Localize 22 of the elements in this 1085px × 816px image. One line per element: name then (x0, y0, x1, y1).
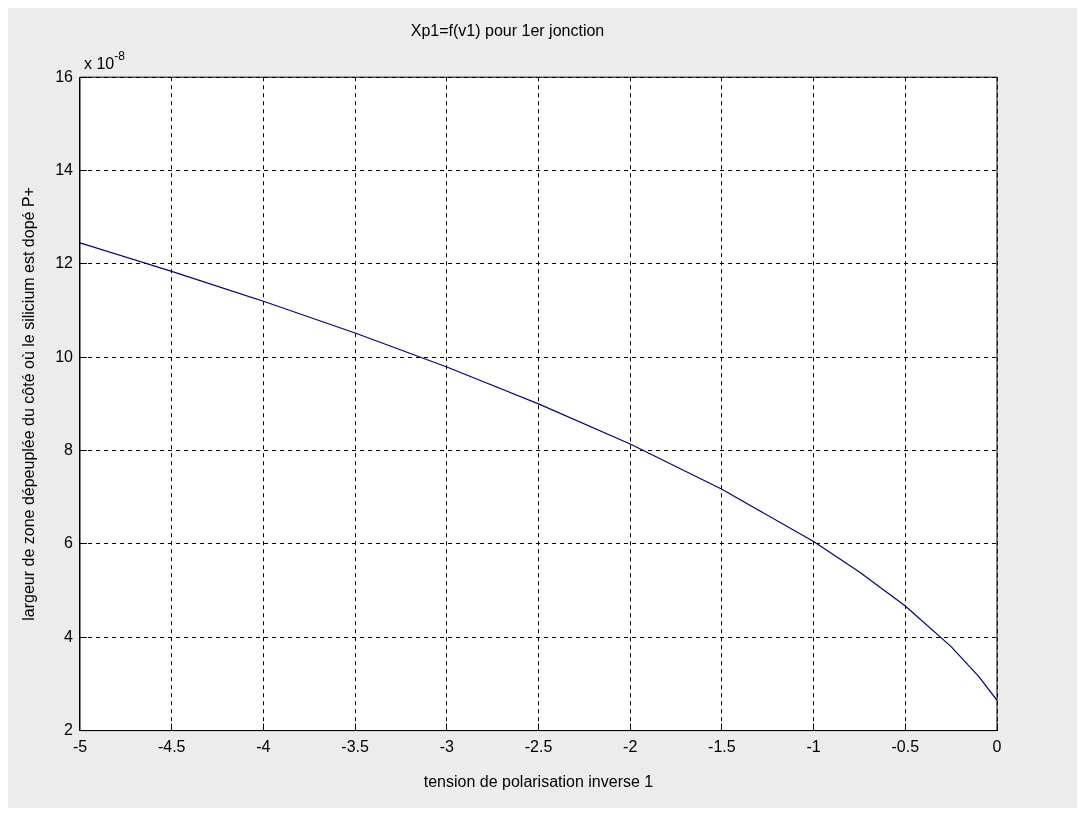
x-tick-label: -1.5 (708, 737, 736, 755)
x-tick-label: -4.5 (157, 737, 186, 755)
y-tick-label: 6 (64, 534, 74, 552)
x-tick-label: -0.5 (891, 737, 920, 755)
x-tick-label: -3 (439, 737, 455, 755)
x-tick-label: -3.5 (341, 737, 369, 755)
y-tick-label: 16 (55, 67, 74, 85)
y-tick-label: 4 (64, 627, 74, 645)
chart-title: Xp1=f(v1) pour 1er jonction (410, 22, 605, 40)
y-tick-label: 2 (64, 721, 74, 739)
x-axis-title: tension de polarisation inverse 1 (423, 772, 654, 790)
y-tick-label: 14 (55, 160, 74, 178)
y-tick-label: 12 (55, 254, 74, 272)
x-tick-label: -2.5 (524, 737, 553, 755)
y-tick-label: 10 (55, 347, 74, 365)
x-tick-label: -2 (623, 737, 638, 755)
y-tick-label: 8 (64, 440, 74, 458)
x-tick-label: -5 (72, 737, 88, 755)
x-tick-label: -4 (256, 737, 271, 755)
x-tick-label: -1 (806, 737, 821, 755)
y-axis-title: largeur de zone dépeuplée du côté où le silicium est dopé P+ (20, 187, 38, 621)
x-tick-label: 0 (992, 737, 1002, 755)
